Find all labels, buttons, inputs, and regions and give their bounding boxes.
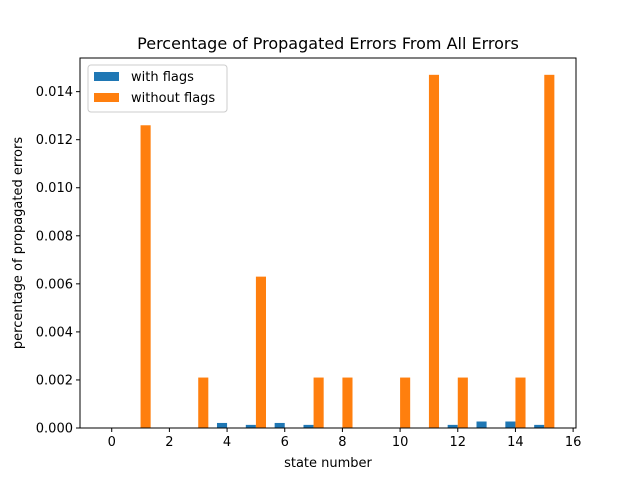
bar-without-flags-3 — [198, 377, 209, 428]
x-tick-label-2: 2 — [165, 435, 173, 450]
bars-layer — [140, 74, 555, 429]
x-tick-label-12: 12 — [449, 435, 466, 450]
x-axis-label: state number — [284, 456, 372, 471]
bar-without-flags-15 — [544, 74, 555, 428]
y-tick-label-0.014: 0.014 — [36, 85, 73, 100]
x-tick-label-16: 16 — [565, 435, 582, 450]
x-tick-label-6: 6 — [281, 435, 289, 450]
bar-with-flags-12 — [447, 424, 458, 428]
bar-without-flags-14 — [515, 377, 526, 428]
bar-with-flags-5 — [245, 424, 256, 428]
x-tick-label-0: 0 — [108, 435, 116, 450]
bar-with-flags-7 — [303, 424, 314, 428]
legend-swatch-with-flags — [94, 72, 119, 81]
bar-without-flags-8 — [342, 377, 353, 428]
bar-without-flags-10 — [400, 377, 411, 428]
x-tick-label-8: 8 — [338, 435, 346, 450]
legend: with flags without flags — [87, 64, 228, 113]
bar-without-flags-12 — [457, 377, 468, 428]
legend-swatch-without-flags — [94, 93, 119, 102]
y-tick-label-0.006: 0.006 — [36, 277, 73, 292]
bar-without-flags-1 — [140, 125, 151, 429]
y-tick-label-0.012: 0.012 — [36, 133, 73, 148]
x-tick-label-14: 14 — [507, 435, 524, 450]
legend-box — [87, 64, 228, 113]
y-tick-label-0.010: 0.010 — [36, 181, 73, 196]
x-tick-label-4: 4 — [223, 435, 231, 450]
bar-without-flags-7 — [313, 377, 324, 428]
bar-with-flags-14 — [505, 421, 516, 428]
plot-frame — [79, 57, 577, 429]
bar-without-flags-5 — [255, 276, 266, 428]
bar-with-flags-6 — [274, 422, 285, 428]
chart-title: Percentage of Propagated Errors From All… — [137, 34, 519, 53]
bar-without-flags-11 — [428, 74, 440, 428]
bar-with-flags-4 — [216, 422, 228, 428]
x-tick-label-10: 10 — [392, 435, 409, 450]
y-tick-label-0.000: 0.000 — [36, 422, 73, 437]
y-axis: 0.000 0.002 0.004 0.006 0.008 0.010 0.012 0.014 — [36, 85, 80, 437]
y-tick-label-0.002: 0.002 — [36, 373, 73, 388]
bar-with-flags-15 — [534, 424, 545, 428]
y-tick-label-0.008: 0.008 — [36, 229, 73, 244]
y-tick-label-0.004: 0.004 — [36, 325, 73, 340]
y-axis-label: percentage of propagated errors — [11, 137, 26, 349]
x-axis: 0 2 4 6 8 10 12 14 16 — [108, 428, 582, 450]
legend-label-without-flags: without flags — [131, 91, 215, 106]
legend-label-with-flags: with flags — [131, 70, 194, 85]
bar-with-flags-13 — [476, 421, 487, 428]
